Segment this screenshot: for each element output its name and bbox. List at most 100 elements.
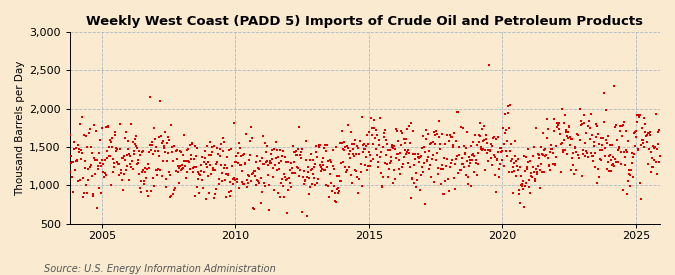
Point <box>551 144 562 148</box>
Point <box>254 166 265 171</box>
Point <box>232 180 242 185</box>
Point <box>304 185 315 190</box>
Point <box>412 154 423 159</box>
Point <box>600 108 611 112</box>
Point <box>85 144 96 149</box>
Point <box>618 123 628 128</box>
Point <box>579 153 590 158</box>
Point <box>370 136 381 141</box>
Point <box>203 191 214 195</box>
Point <box>590 151 601 155</box>
Point <box>429 180 439 185</box>
Point <box>654 160 665 165</box>
Point <box>445 132 456 137</box>
Point <box>249 169 260 173</box>
Point <box>582 151 593 156</box>
Point <box>515 174 526 178</box>
Point <box>375 150 386 154</box>
Point <box>385 155 396 160</box>
Point <box>464 163 475 168</box>
Point <box>408 163 419 167</box>
Point <box>230 177 240 182</box>
Point <box>153 167 163 172</box>
Point <box>644 147 655 152</box>
Point <box>540 146 551 151</box>
Point <box>489 154 500 159</box>
Point <box>305 152 316 157</box>
Point <box>554 121 564 126</box>
Point <box>637 126 647 130</box>
Point <box>282 177 293 181</box>
Point <box>194 191 205 196</box>
Point <box>561 128 572 132</box>
Point <box>319 142 330 147</box>
Point <box>550 155 561 160</box>
Point <box>301 214 312 218</box>
Point <box>151 145 162 149</box>
Point <box>354 152 365 157</box>
Point <box>360 144 371 148</box>
Point <box>459 151 470 155</box>
Point <box>486 144 497 148</box>
Point <box>323 183 333 188</box>
Point <box>557 107 568 111</box>
Point <box>604 153 615 158</box>
Point <box>615 123 626 128</box>
Point <box>165 195 176 199</box>
Point <box>142 189 153 194</box>
Point <box>196 155 207 159</box>
Point <box>505 149 516 153</box>
Point <box>518 205 529 209</box>
Point <box>547 147 558 151</box>
Point <box>376 171 387 175</box>
Point <box>492 157 503 161</box>
Point <box>361 133 372 137</box>
Point <box>625 173 636 177</box>
Point <box>601 141 612 145</box>
Point <box>583 155 594 159</box>
Point <box>140 169 151 174</box>
Point <box>620 163 630 167</box>
Point <box>256 155 267 160</box>
Point <box>426 141 437 145</box>
Point <box>184 160 194 164</box>
Point <box>315 165 326 170</box>
Point <box>103 124 113 128</box>
Point <box>303 170 314 174</box>
Point <box>624 171 634 176</box>
Point <box>328 167 339 171</box>
Point <box>638 141 649 146</box>
Point <box>653 142 664 146</box>
Y-axis label: Thousand Barrels per Day: Thousand Barrels per Day <box>15 60 25 196</box>
Point <box>574 156 585 161</box>
Point <box>82 167 93 172</box>
Point <box>314 145 325 149</box>
Point <box>265 161 276 166</box>
Point <box>188 169 198 174</box>
Point <box>66 154 77 158</box>
Point <box>466 184 477 189</box>
Point <box>622 192 632 196</box>
Point <box>200 197 211 201</box>
Point <box>629 130 640 134</box>
Point <box>317 163 328 167</box>
Point <box>232 177 242 181</box>
Point <box>494 175 505 180</box>
Point <box>481 141 492 145</box>
Point <box>120 130 131 134</box>
Point <box>219 140 230 144</box>
Point <box>202 165 213 170</box>
Point <box>112 160 123 164</box>
Point <box>531 167 541 171</box>
Point <box>339 147 350 152</box>
Point <box>182 147 192 152</box>
Point <box>447 134 458 139</box>
Point <box>452 171 463 175</box>
Point <box>102 125 113 129</box>
Point <box>186 152 196 157</box>
Point <box>267 157 277 161</box>
Point <box>568 151 579 155</box>
Point <box>478 146 489 151</box>
Point <box>144 143 155 147</box>
Point <box>497 126 508 130</box>
